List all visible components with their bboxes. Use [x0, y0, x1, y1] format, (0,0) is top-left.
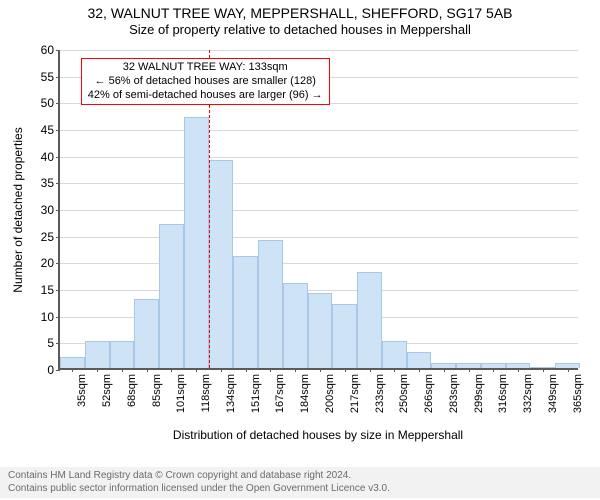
x-tick-label: 316sqm [497, 374, 509, 413]
title-line-1: 32, WALNUT TREE WAY, MEPPERSHALL, SHEFFO… [0, 4, 600, 22]
y-tick-label: 10 [41, 310, 60, 324]
grid-line [60, 263, 578, 264]
bar [258, 240, 283, 368]
reference-infobox: 32 WALNUT TREE WAY: 133sqm ← 56% of deta… [81, 58, 330, 105]
x-tick-label: 250sqm [398, 374, 410, 413]
bar [233, 256, 258, 368]
x-tick-mark [370, 368, 371, 372]
grid-line [60, 183, 578, 184]
x-tick-mark [122, 368, 123, 372]
grid-line [60, 237, 578, 238]
x-tick-label: 299sqm [473, 374, 485, 413]
x-tick-mark [394, 368, 395, 372]
bar [407, 352, 432, 368]
x-tick-label: 118sqm [200, 374, 212, 412]
x-tick-label: 167sqm [274, 374, 286, 413]
x-tick-label: 134sqm [225, 374, 237, 413]
title-line-2: Size of property relative to detached ho… [0, 22, 600, 39]
x-tick-mark [469, 368, 470, 372]
grid-line [60, 210, 578, 211]
x-tick-label: 52sqm [101, 374, 113, 407]
grid-line [60, 50, 578, 51]
infobox-line: ← 56% of detached houses are smaller (12… [88, 75, 323, 89]
x-tick-mark [444, 368, 445, 372]
y-tick-label: 40 [41, 150, 60, 164]
x-tick-mark [543, 368, 544, 372]
bar [134, 299, 159, 368]
bar [357, 272, 382, 368]
y-tick-label: 55 [41, 70, 60, 84]
bar [184, 117, 209, 368]
x-tick-mark [345, 368, 346, 372]
bar [85, 341, 110, 368]
bar [332, 304, 357, 368]
x-tick-mark [518, 368, 519, 372]
x-tick-label: 217sqm [349, 374, 361, 413]
chart-title-block: 32, WALNUT TREE WAY, MEPPERSHALL, SHEFFO… [0, 0, 600, 39]
x-tick-label: 349sqm [547, 374, 559, 413]
grid-line [60, 130, 578, 131]
infobox-line: 42% of semi-detached houses are larger (… [88, 89, 323, 103]
x-tick-mark [568, 368, 569, 372]
x-tick-label: 184sqm [299, 374, 311, 413]
x-tick-label: 68sqm [126, 374, 138, 407]
bar [283, 283, 308, 368]
x-tick-label: 101sqm [175, 374, 187, 413]
x-tick-mark [270, 368, 271, 372]
x-tick-mark [419, 368, 420, 372]
grid-line [60, 290, 578, 291]
x-tick-label: 365sqm [572, 374, 584, 413]
y-axis-label: Number of detached properties [11, 127, 25, 292]
y-tick-label: 5 [47, 336, 60, 350]
x-tick-mark [246, 368, 247, 372]
x-tick-label: 85sqm [151, 374, 163, 407]
x-tick-mark [171, 368, 172, 372]
y-tick-label: 25 [41, 230, 60, 244]
x-tick-label: 332sqm [522, 374, 534, 413]
bar [110, 341, 135, 368]
x-tick-label: 266sqm [423, 374, 435, 413]
x-tick-mark [221, 368, 222, 372]
x-tick-mark [147, 368, 148, 372]
bar [159, 224, 184, 368]
plot-area: 051015202530354045505560 35sqm52sqm68sqm… [58, 50, 578, 370]
y-tick-label: 45 [41, 123, 60, 137]
bar [308, 293, 333, 368]
y-tick-label: 20 [41, 256, 60, 270]
infobox-line: 32 WALNUT TREE WAY: 133sqm [88, 61, 323, 75]
bar [60, 357, 85, 368]
x-axis-label: Distribution of detached houses by size … [173, 428, 463, 442]
x-tick-label: 200sqm [324, 374, 336, 413]
y-tick-label: 30 [41, 203, 60, 217]
x-tick-label: 35sqm [76, 374, 88, 407]
y-tick-label: 50 [41, 96, 60, 110]
footer-line: Contains HM Land Registry data © Crown c… [8, 470, 592, 483]
x-tick-mark [320, 368, 321, 372]
x-tick-label: 233sqm [374, 374, 386, 413]
x-tick-label: 151sqm [250, 374, 262, 413]
x-tick-label: 283sqm [448, 374, 460, 413]
y-tick-label: 15 [41, 283, 60, 297]
x-tick-mark [295, 368, 296, 372]
grid-line [60, 157, 578, 158]
bar [382, 341, 407, 368]
y-tick-label: 60 [41, 43, 60, 57]
y-tick-label: 35 [41, 176, 60, 190]
footer-line: Contains public sector information licen… [8, 483, 592, 496]
x-tick-mark [97, 368, 98, 372]
x-tick-mark [72, 368, 73, 372]
y-tick-label: 0 [47, 363, 60, 377]
bar [209, 160, 234, 368]
x-tick-mark [493, 368, 494, 372]
x-tick-mark [196, 368, 197, 372]
attribution-footer: Contains HM Land Registry data © Crown c… [0, 467, 600, 498]
